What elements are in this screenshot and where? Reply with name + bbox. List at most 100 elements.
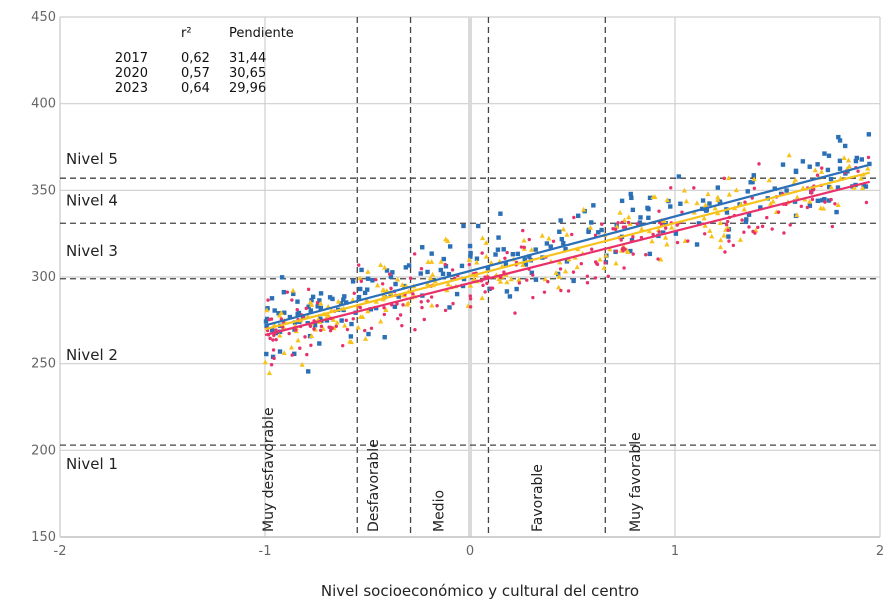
data-point [556,274,562,279]
data-point [626,220,631,225]
data-point [683,198,690,204]
data-point [446,271,452,277]
data-point [800,159,806,164]
data-point [828,184,834,190]
data-point [675,240,680,245]
data-point [647,251,653,257]
data-point [628,248,633,254]
data-point [330,317,337,322]
y-tick-label: 300 [31,270,56,285]
data-point [854,155,860,161]
data-point [529,246,535,252]
data-point [649,238,655,244]
data-point [572,215,576,220]
regression-line [264,163,871,327]
data-point [495,247,501,252]
data-point [403,265,409,270]
data-point [661,230,666,235]
data-point [863,184,869,189]
data-point [786,152,792,158]
data-point [522,257,528,262]
data-point [356,294,362,300]
data-point [856,169,860,173]
data-point [365,269,371,274]
data-point [295,299,300,304]
scatter-points [262,132,872,376]
data-point [282,310,287,315]
data-point [269,317,274,321]
data-point [835,185,841,190]
data-point [341,343,345,348]
data-point [709,233,715,239]
data-point [664,241,670,247]
data-point [378,318,384,324]
data-point [607,246,613,252]
data-point [647,195,653,201]
data-point [560,226,567,232]
data-point [702,223,708,228]
data-point [818,169,825,174]
data-point [307,299,313,305]
data-point [468,294,473,298]
data-point [467,262,472,267]
data-point [308,333,315,338]
data-point [483,253,489,259]
data-point [656,257,660,261]
data-point [587,224,594,230]
stats-cell: 29,96 [229,81,266,96]
data-point [447,244,453,249]
data-point [616,221,620,225]
data-point [678,201,683,206]
data-point [829,197,833,202]
data-point [533,277,539,282]
data-point [380,282,385,286]
data-point [381,292,387,298]
data-point [638,215,643,220]
data-point [542,276,548,282]
data-point [399,282,405,287]
data-point [561,240,566,246]
data-point [826,198,832,203]
data-point [317,298,322,303]
nse-category-label: Desfavorable [366,439,382,532]
data-point [318,305,324,311]
data-point [310,294,316,300]
data-point [815,198,821,204]
regression-lines [264,163,871,337]
data-point [865,165,871,171]
data-point [805,205,810,210]
data-point [388,274,394,280]
data-point [312,327,316,331]
data-point [858,175,864,181]
data-point [341,297,346,302]
data-point [834,209,839,215]
data-point [760,224,765,229]
data-point [312,323,318,328]
stats-cell: 0,64 [181,81,210,96]
x-tick-label: -2 [54,544,67,559]
data-point [328,328,333,333]
nse-category-label: Muy desfavorable [261,407,277,532]
data-point [823,200,827,204]
data-point [461,223,466,229]
data-point [635,222,640,226]
data-point [298,346,302,350]
data-point [726,228,730,232]
data-point [517,281,522,285]
x-tick-label: 1 [671,544,679,559]
data-point [611,227,615,231]
data-point [864,200,869,205]
data-point [425,259,431,264]
data-point [438,258,444,264]
data-point [501,247,506,252]
data-point [451,301,455,306]
data-point [758,205,763,210]
data-point [418,271,423,276]
data-point [626,214,632,220]
data-point [837,166,843,171]
data-point [603,252,609,258]
chart-labels: 150 200 250 300 350 400 450 -2 -1 0 1 2 Nivel 1 Nivel… [31,10,884,600]
data-point [438,267,443,273]
grid [59,16,881,538]
data-point [454,291,460,297]
